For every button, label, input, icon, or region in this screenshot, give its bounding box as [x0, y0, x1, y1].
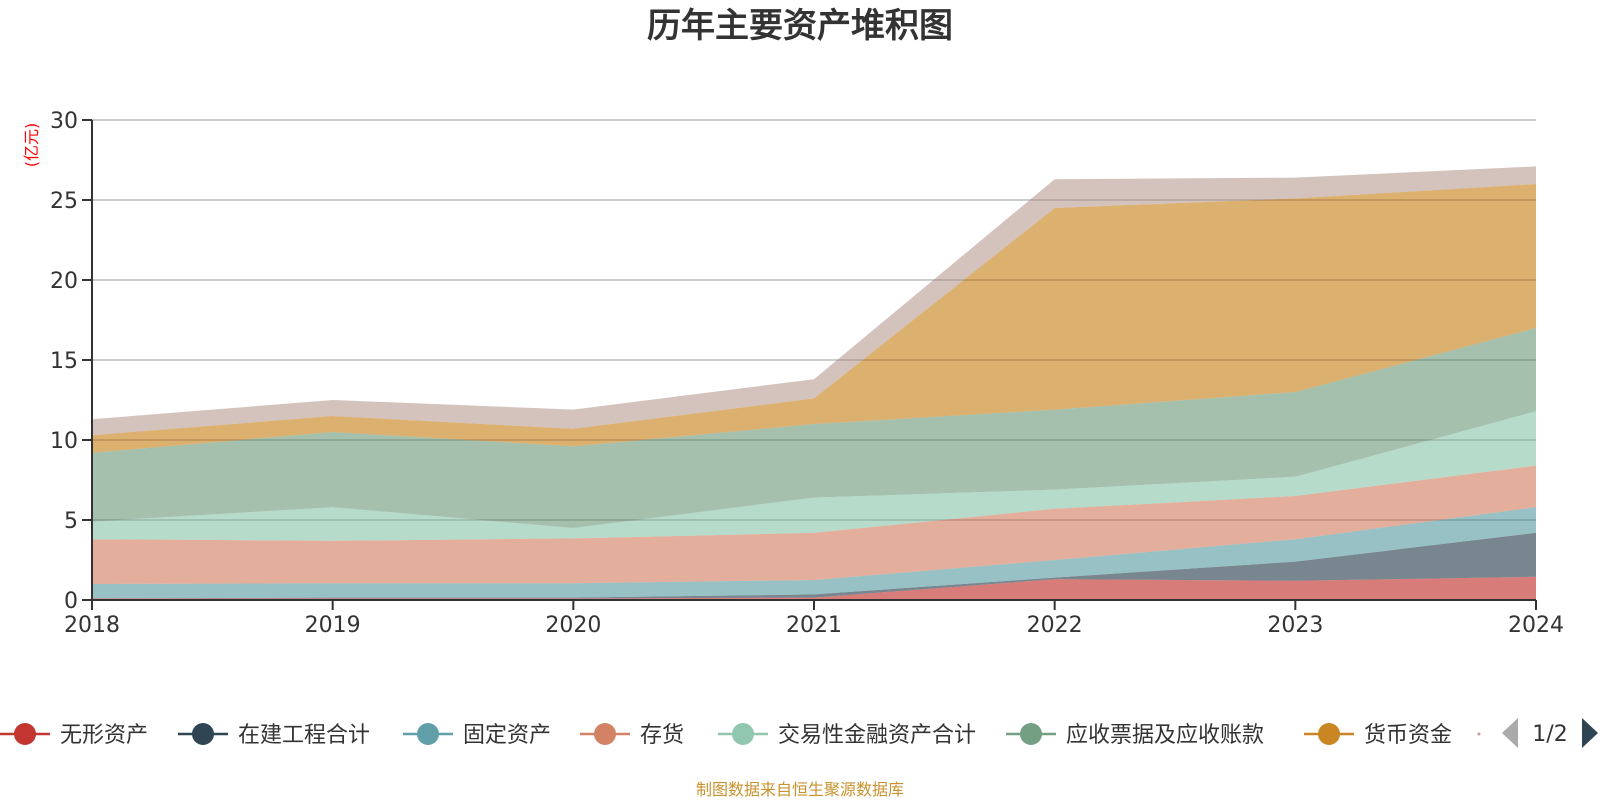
x-tick-label: 2018	[64, 613, 120, 638]
area-series-group	[92, 119, 1536, 600]
y-axis-unit-label: (亿元)	[22, 123, 41, 168]
legend-next-page-icon[interactable]	[1582, 718, 1598, 748]
x-tick-label: 2024	[1508, 613, 1564, 638]
x-tick-label: 2019	[305, 613, 361, 638]
legend-overflow-dot	[1477, 732, 1481, 736]
legend-marker-icon	[594, 723, 616, 745]
legend-item-存货[interactable]: 存货	[580, 723, 684, 748]
legend-prev-page-icon[interactable]	[1502, 718, 1518, 748]
legend-marker-icon	[1020, 723, 1042, 745]
legend-item-应收票据及应收账款[interactable]: 应收票据及应收账款	[1006, 723, 1264, 748]
x-tick-label: 2021	[786, 613, 842, 638]
y-tick-label: 0	[64, 589, 78, 614]
legend-label: 在建工程合计	[238, 723, 370, 748]
legend-marker-icon	[14, 723, 36, 745]
legend-marker-icon	[732, 723, 754, 745]
legend-pager: 1/2	[1502, 718, 1598, 748]
legend-label: 无形资产	[60, 723, 148, 748]
legend-page-indicator: 1/2	[1532, 722, 1567, 747]
legend-label: 货币资金	[1364, 723, 1452, 748]
area-series-存货[interactable]	[92, 465, 1536, 584]
area-series-在建工程合计[interactable]	[92, 532, 1536, 599]
legend-item-无形资产[interactable]: 无形资产	[0, 723, 148, 748]
legend: 无形资产 在建工程合计 固定资产 存货 交易性金融资产合计 应收票据及应收账款 货币资金	[0, 723, 1481, 748]
area-series-交易性金融资产合计[interactable]	[92, 411, 1536, 541]
y-tick-label: 10	[50, 429, 78, 454]
legend-item-在建工程合计[interactable]: 在建工程合计	[178, 723, 370, 748]
x-tick-label: 2023	[1267, 613, 1323, 638]
y-tick-label: 25	[50, 189, 78, 214]
legend-item-交易性金融资产合计[interactable]: 交易性金融资产合计	[718, 723, 976, 748]
legend-label: 存货	[640, 723, 684, 748]
y-tick-label: 20	[50, 269, 78, 294]
y-tick-label: 5	[64, 509, 78, 534]
legend-marker-icon	[192, 723, 214, 745]
x-tick-label: 2022	[1027, 613, 1083, 638]
chart-title: 历年主要资产堆积图	[647, 6, 953, 46]
legend-item-固定资产[interactable]: 固定资产	[403, 723, 551, 748]
area-series-series-7[interactable]	[92, 166, 1536, 436]
legend-marker-icon	[1318, 723, 1340, 745]
y-tick-label: 15	[50, 349, 78, 374]
legend-label: 交易性金融资产合计	[778, 723, 976, 748]
legend-item-货币资金[interactable]: 货币资金	[1304, 723, 1452, 748]
area-series-应收票据及应收账款[interactable]	[92, 328, 1536, 528]
y-axis-ticks: 0 5 10 15 20 25 30	[50, 109, 92, 614]
x-tick-label: 2020	[545, 613, 601, 638]
area-series-固定资产[interactable]	[92, 507, 1536, 599]
legend-label: 固定资产	[463, 723, 551, 748]
x-axis-ticks: 2018 2019 2020 2021 2022 2023 2024	[64, 600, 1564, 638]
legend-marker-icon	[417, 723, 439, 745]
area-series-货币资金[interactable]	[92, 184, 1536, 453]
legend-label: 应收票据及应收账款	[1066, 723, 1264, 748]
y-tick-label: 30	[50, 109, 78, 134]
data-source-note: 制图数据来自恒生聚源数据库	[696, 780, 904, 799]
area-series-无形资产[interactable]	[92, 576, 1536, 600]
